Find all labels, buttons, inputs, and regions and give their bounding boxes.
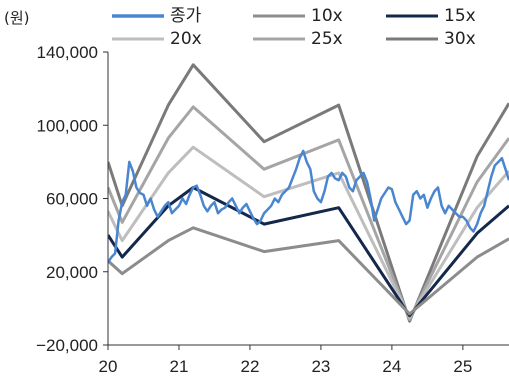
x-tick-label: 24 — [382, 357, 401, 376]
series-line-20x — [108, 145, 509, 319]
legend-label-30x: 30x — [444, 29, 476, 49]
y-tick-label: −20,000 — [36, 336, 98, 355]
legend: 종가 10x 15x 20x 25x 30x — [112, 6, 476, 49]
x-tick-label: 22 — [240, 357, 259, 376]
x-tick-label: 20 — [99, 357, 118, 376]
x-tick-label: 23 — [311, 357, 330, 376]
plot-area — [108, 63, 509, 323]
y-tick-label: 20,000 — [46, 263, 98, 282]
y-tick-label: 100,000 — [37, 116, 98, 135]
series-line-10x — [108, 226, 509, 316]
series-line-15x — [108, 186, 509, 318]
y-unit-label: (원) — [4, 9, 30, 27]
series-line-close — [108, 149, 509, 264]
legend-label-15x: 15x — [444, 6, 476, 26]
series-line-25x — [108, 105, 509, 321]
x-tick-label: 25 — [453, 357, 472, 376]
legend-label-25x: 25x — [311, 29, 343, 49]
legend-label-10x: 10x — [311, 6, 343, 26]
x-axis-ticks: 20 21 22 23 24 25 — [99, 345, 472, 376]
y-axis-ticks: 140,000 100,000 60,000 20,000 −20,000 — [36, 43, 108, 355]
legend-label-close: 종가 — [170, 6, 202, 26]
legend-label-20x: 20x — [170, 29, 202, 49]
x-tick-label: 21 — [170, 357, 189, 376]
y-tick-label: 140,000 — [37, 43, 98, 62]
y-tick-label: 60,000 — [46, 190, 98, 209]
